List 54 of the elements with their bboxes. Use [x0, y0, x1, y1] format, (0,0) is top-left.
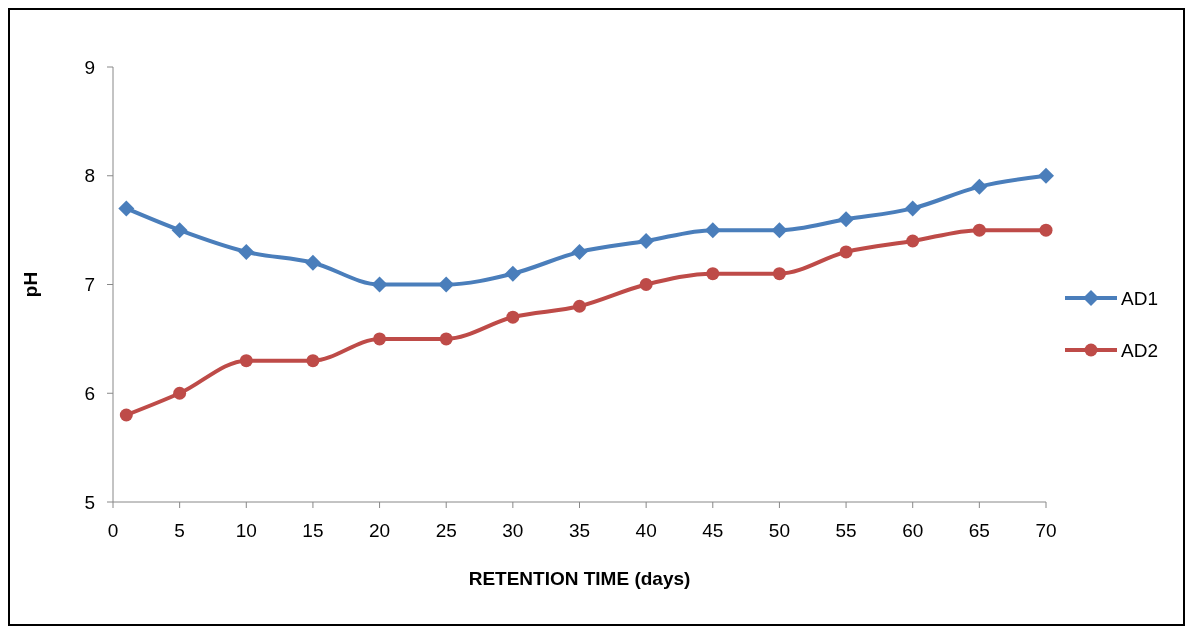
x-tick-label: 60	[902, 520, 924, 541]
y-axis-title: pH	[20, 271, 41, 298]
point	[906, 234, 920, 248]
point	[1038, 167, 1054, 184]
point	[239, 354, 253, 368]
point	[1039, 223, 1053, 237]
point	[771, 222, 788, 239]
x-tick-label: 30	[502, 520, 524, 541]
point	[638, 233, 655, 249]
point	[506, 310, 520, 324]
x-tick-label: 5	[174, 520, 185, 541]
x-tick-label: 45	[702, 520, 724, 541]
point	[704, 222, 721, 239]
point	[573, 299, 586, 313]
point	[118, 200, 135, 217]
x-tick-label: 40	[635, 520, 657, 541]
point	[971, 178, 988, 195]
x-tick-label: 55	[835, 520, 857, 541]
point	[706, 267, 720, 281]
point	[904, 200, 921, 217]
point	[304, 254, 321, 271]
x-tick-label: 70	[1035, 520, 1057, 541]
x-tick-label: 65	[968, 520, 990, 541]
point	[119, 408, 133, 422]
y-tick-label: 5	[84, 491, 95, 513]
point	[373, 332, 387, 346]
point	[171, 222, 188, 239]
point	[571, 243, 588, 260]
y-tick-label: 9	[84, 56, 95, 78]
point	[238, 243, 255, 260]
y-tick-label: 8	[84, 165, 95, 187]
x-tick-label: 20	[369, 520, 391, 541]
point	[371, 276, 388, 293]
point	[639, 278, 653, 291]
point	[306, 354, 320, 368]
point	[972, 223, 986, 237]
point	[772, 267, 786, 281]
x-tick-label: 50	[768, 520, 790, 541]
x-tick-label: 35	[568, 520, 591, 541]
x-axis-title: RETENTION TIME (days)	[468, 568, 691, 589]
point	[504, 265, 521, 282]
x-tick-label: 25	[435, 520, 457, 541]
y-tick-label: 6	[84, 382, 95, 404]
point	[838, 211, 855, 228]
y-tick-label: 7	[84, 274, 95, 296]
x-tick-label: 15	[302, 520, 324, 541]
point	[839, 245, 853, 259]
point	[439, 332, 453, 346]
x-tick-label: 10	[235, 520, 257, 541]
x-tick-label: 0	[107, 520, 119, 541]
point	[173, 386, 187, 400]
legend-label: AD2	[1121, 339, 1158, 361]
legend-label: AD1	[1121, 287, 1158, 309]
point	[438, 276, 455, 293]
